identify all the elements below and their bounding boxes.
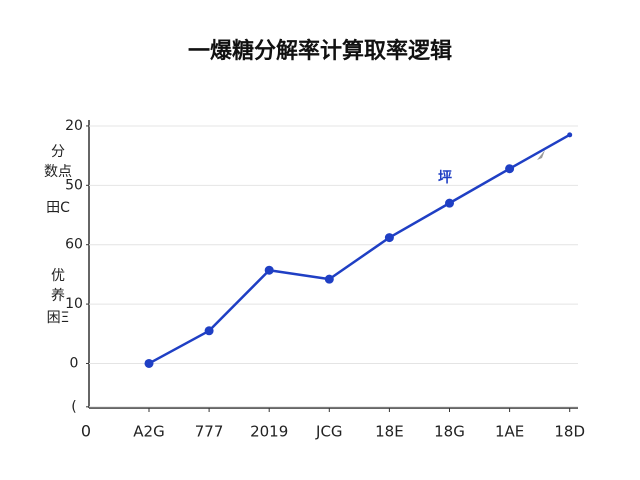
point	[144, 358, 154, 368]
corner-label: 0	[81, 422, 91, 441]
x-tick-label: 18E	[375, 423, 404, 441]
y-tick-label: 20	[65, 118, 83, 134]
y-axis-label: 分	[51, 144, 65, 160]
point	[204, 326, 214, 336]
y-axis-label: 田C	[46, 200, 70, 216]
x-tick-label: 18G	[434, 423, 465, 441]
x-tick-label: 1AE	[495, 423, 524, 441]
x-tick-label: A2G	[133, 423, 164, 441]
point	[445, 198, 454, 208]
point	[567, 132, 573, 138]
x-tick-label: 777	[195, 423, 224, 441]
y-tick-label: 0	[70, 355, 79, 371]
point	[505, 164, 515, 174]
x-tick-label: JCG	[315, 423, 343, 441]
line	[148, 133, 571, 365]
y-tick-label: 10	[65, 296, 83, 312]
x-tick-label: 18D	[554, 423, 585, 441]
y-tick-label: (	[71, 399, 76, 415]
y-axis-label: 优	[51, 268, 65, 284]
point	[384, 233, 394, 243]
y-tick-label: 60	[65, 237, 83, 253]
y-axis-label: 困Ξ	[47, 310, 70, 326]
annotation: 坪	[438, 170, 452, 186]
y-axis-label: 养	[51, 288, 65, 304]
chart-title: 一爆糖分解率计算取率逻辑	[188, 38, 452, 64]
point	[264, 265, 274, 275]
y-axis-label: 数点	[44, 164, 72, 180]
arrow-icon	[537, 150, 545, 160]
x-tick-label: 2019	[250, 423, 288, 441]
y-tick-label: 50	[65, 177, 83, 193]
point	[324, 274, 334, 284]
